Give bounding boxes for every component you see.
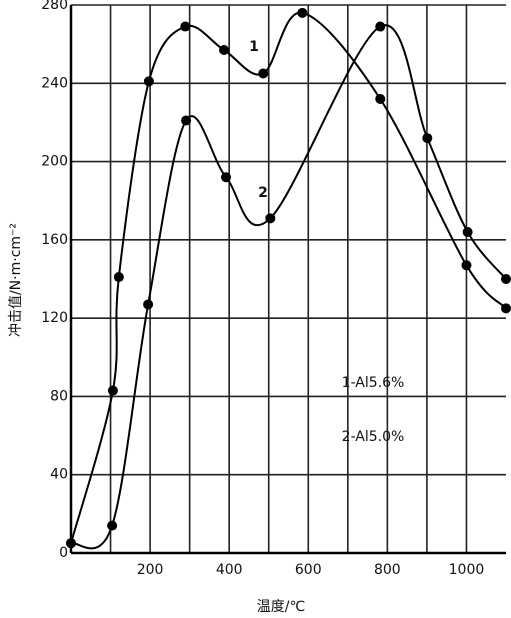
y-tick-label: 160	[41, 232, 68, 248]
data-point	[219, 45, 230, 56]
data-point	[258, 68, 269, 79]
data-point	[375, 93, 386, 104]
data-point	[143, 76, 154, 87]
data-point	[461, 260, 472, 271]
x-axis-label: 温度/℃	[257, 599, 305, 615]
x-tick-label: 800	[374, 562, 401, 578]
data-point	[107, 520, 118, 531]
data-point	[422, 133, 433, 144]
x-tick-label: 400	[216, 562, 243, 578]
data-point	[113, 272, 124, 283]
data-point	[501, 274, 511, 284]
data-point	[297, 7, 308, 18]
data-point	[66, 538, 76, 549]
y-tick-label: 280	[41, 0, 68, 13]
data-point	[180, 21, 191, 32]
y-tick-label: 80	[50, 388, 68, 404]
data-point	[462, 227, 473, 238]
data-point	[107, 385, 118, 396]
y-tick-label: 0	[59, 545, 68, 561]
curve-label: 2	[258, 185, 268, 201]
y-tick-label: 120	[41, 310, 68, 326]
data-point	[375, 21, 386, 32]
data-point	[181, 115, 192, 126]
curve-label: 1	[249, 39, 259, 55]
data-point	[265, 213, 276, 224]
y-tick-label: 240	[41, 75, 68, 91]
data-point	[221, 172, 232, 183]
series-line	[70, 11, 507, 544]
legend-entry: 1-Al5.6%	[342, 375, 405, 391]
y-tick-label: 200	[41, 154, 68, 170]
x-tick-label: 1000	[449, 562, 485, 578]
data-point	[501, 303, 511, 314]
x-tick-label: 200	[137, 562, 164, 578]
x-tick-label: 600	[295, 562, 322, 578]
legend-entry: 2-Al5.0%	[342, 429, 405, 445]
series-line	[70, 24, 507, 550]
y-axis-label: 冲击值/N·m·cm⁻²	[8, 223, 24, 337]
y-tick-label: 40	[50, 467, 68, 483]
data-point	[143, 299, 154, 310]
